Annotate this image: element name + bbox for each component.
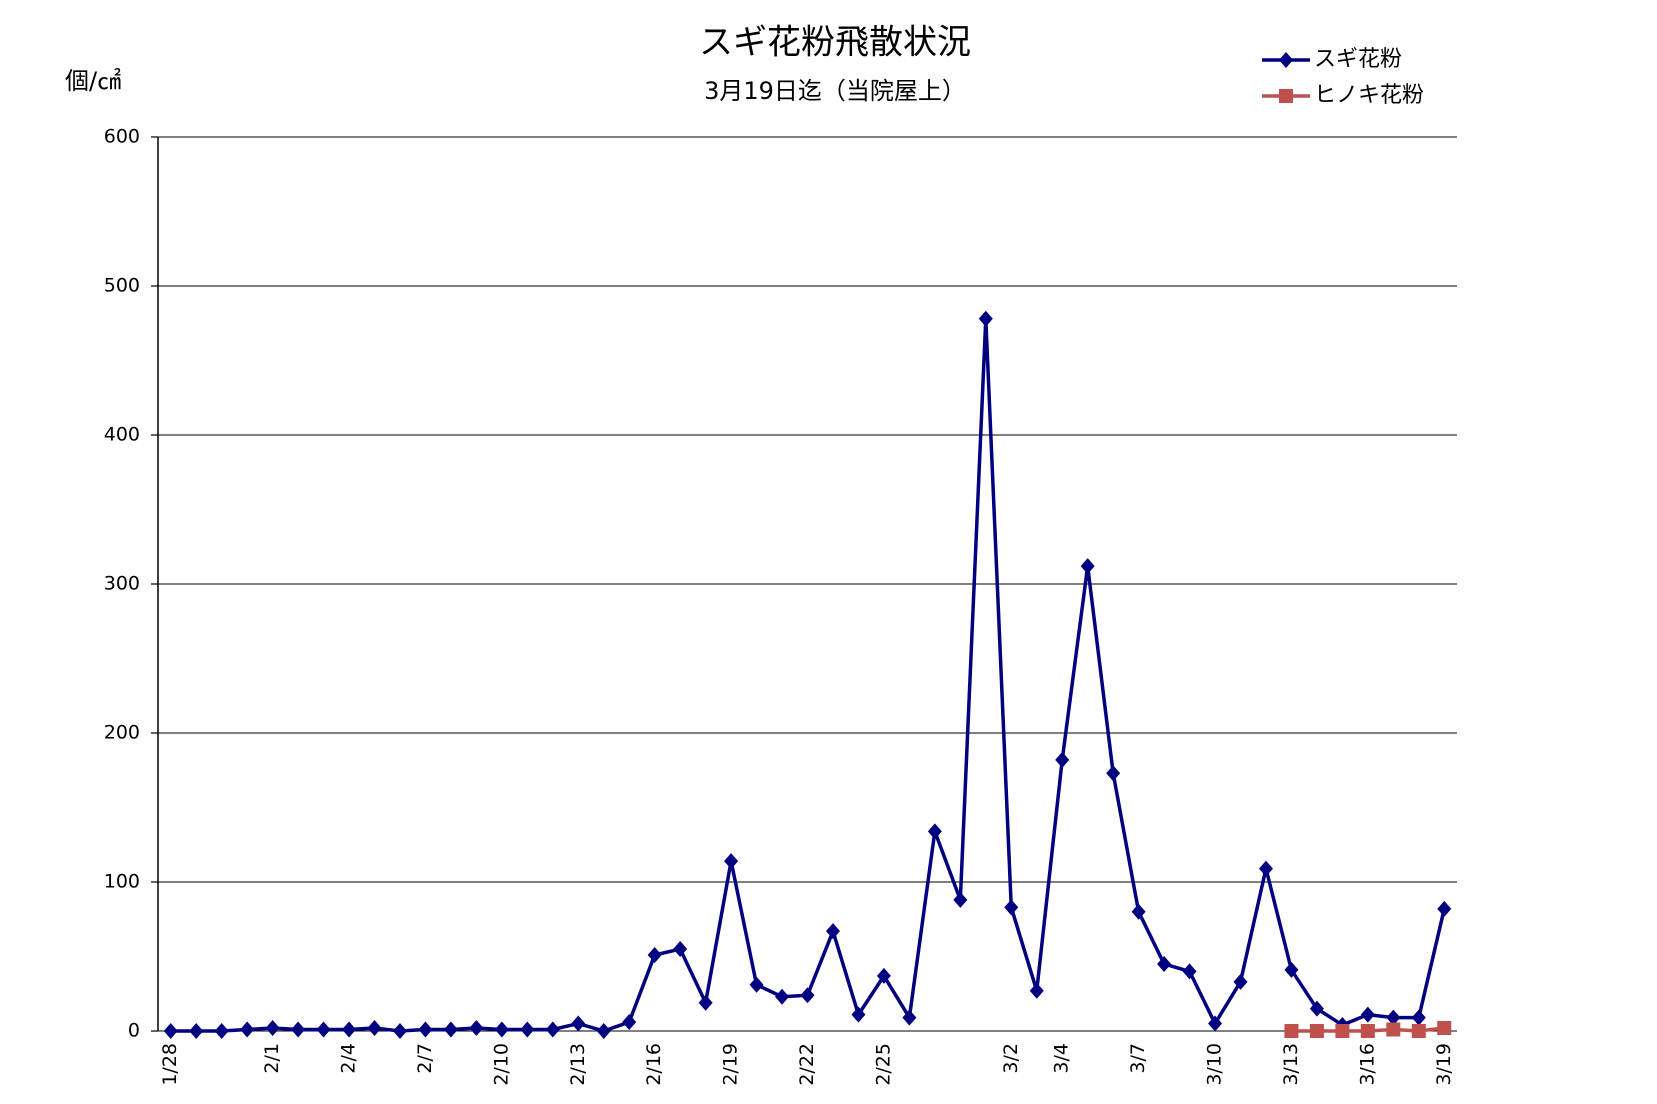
x-tick-label: 3/10: [1204, 1043, 1226, 1086]
marker: [1279, 89, 1293, 103]
marker: [724, 853, 739, 870]
marker: [1208, 1015, 1223, 1032]
marker: [265, 1020, 280, 1037]
x-tick-label: 2/19: [720, 1043, 742, 1086]
marker: [240, 1021, 255, 1038]
x-tick-label: 3/2: [1000, 1043, 1022, 1074]
marker: [214, 1023, 229, 1039]
marker: [1029, 982, 1044, 999]
marker: [571, 1015, 586, 1032]
marker: [1131, 903, 1146, 920]
marker: [367, 1020, 382, 1037]
x-tick-label: 2/25: [872, 1043, 894, 1086]
marker: [1182, 963, 1197, 980]
y-tick-label: 600: [104, 126, 140, 148]
marker: [189, 1023, 204, 1039]
marker: [673, 941, 688, 958]
marker: [342, 1021, 357, 1038]
marker: [418, 1021, 433, 1038]
x-tick-label: 3/16: [1356, 1043, 1378, 1086]
marker: [520, 1021, 535, 1038]
marker: [1284, 961, 1299, 978]
x-tick-label: 3/13: [1280, 1043, 1302, 1086]
marker: [851, 1006, 866, 1023]
marker: [1411, 1009, 1426, 1026]
marker: [1309, 1024, 1324, 1038]
y-tick-label: 500: [104, 275, 140, 297]
marker: [698, 994, 713, 1011]
marker: [1157, 955, 1172, 972]
marker: [1335, 1024, 1350, 1038]
marker: [545, 1021, 560, 1038]
x-tick-label: 2/1: [261, 1043, 283, 1074]
marker: [978, 310, 993, 327]
x-tick-label: 2/4: [338, 1043, 360, 1074]
y-tick-label: 100: [104, 871, 140, 893]
marker: [443, 1021, 458, 1038]
marker: [469, 1020, 484, 1037]
marker: [1279, 52, 1293, 68]
marker: [1386, 1022, 1401, 1037]
legend-label: スギ花粉: [1314, 47, 1402, 72]
marker: [749, 976, 764, 993]
marker: [1055, 751, 1070, 768]
marker: [1233, 973, 1248, 990]
marker: [596, 1023, 611, 1039]
marker: [775, 988, 790, 1005]
marker: [1284, 1024, 1299, 1038]
marker: [953, 891, 968, 908]
y-tick-label: 300: [104, 573, 140, 595]
x-tick-label: 3/4: [1051, 1043, 1073, 1074]
marker: [1106, 765, 1121, 782]
chart-subtitle: 3月19日迄（当院屋上）: [704, 77, 966, 105]
x-tick-label: 3/7: [1127, 1043, 1149, 1074]
y-tick-label: 400: [104, 424, 140, 446]
marker: [1004, 899, 1019, 916]
y-axis-label: 個/㎠: [65, 67, 121, 95]
marker: [291, 1021, 306, 1038]
marker: [622, 1014, 637, 1031]
marker: [1437, 900, 1452, 917]
legend-label: ヒノキ花粉: [1314, 83, 1424, 108]
marker: [800, 987, 815, 1004]
marker: [1080, 558, 1095, 575]
x-tick-label: 2/10: [490, 1043, 512, 1086]
x-tick-label: 3/19: [1433, 1043, 1455, 1086]
x-tick-label: 2/22: [796, 1043, 818, 1086]
marker: [647, 947, 662, 964]
marker: [1437, 1021, 1452, 1036]
marker: [1258, 860, 1273, 877]
marker: [316, 1021, 331, 1038]
marker: [876, 967, 891, 984]
x-tick-label: 1/28: [159, 1043, 181, 1086]
marker: [1386, 1009, 1401, 1026]
marker: [163, 1023, 178, 1039]
marker: [927, 823, 942, 840]
marker: [1360, 1006, 1375, 1023]
marker: [1360, 1024, 1375, 1038]
marker: [902, 1009, 917, 1026]
y-tick-label: 200: [104, 722, 140, 744]
marker: [392, 1023, 407, 1039]
x-tick-label: 2/7: [414, 1043, 436, 1074]
marker: [1309, 1000, 1324, 1017]
x-tick-label: 2/16: [643, 1043, 665, 1086]
marker: [494, 1021, 509, 1038]
x-tick-label: 2/13: [567, 1043, 589, 1086]
y-tick-label: 0: [128, 1020, 140, 1042]
marker: [1411, 1024, 1426, 1038]
chart-title: スギ花粉飛散状況: [699, 23, 971, 63]
marker: [825, 923, 840, 940]
